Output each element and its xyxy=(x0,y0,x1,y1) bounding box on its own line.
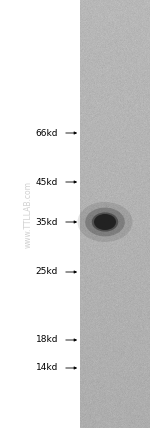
Text: www.TTLLAB.com: www.TTLLAB.com xyxy=(24,181,33,247)
Text: 18kd: 18kd xyxy=(36,336,58,345)
Ellipse shape xyxy=(78,202,132,242)
Ellipse shape xyxy=(92,212,118,232)
Text: 45kd: 45kd xyxy=(36,178,58,187)
Text: 35kd: 35kd xyxy=(36,217,58,226)
Ellipse shape xyxy=(94,214,116,230)
Ellipse shape xyxy=(85,208,125,236)
Text: 14kd: 14kd xyxy=(36,363,58,372)
Text: 25kd: 25kd xyxy=(36,268,58,276)
Text: 66kd: 66kd xyxy=(36,128,58,137)
